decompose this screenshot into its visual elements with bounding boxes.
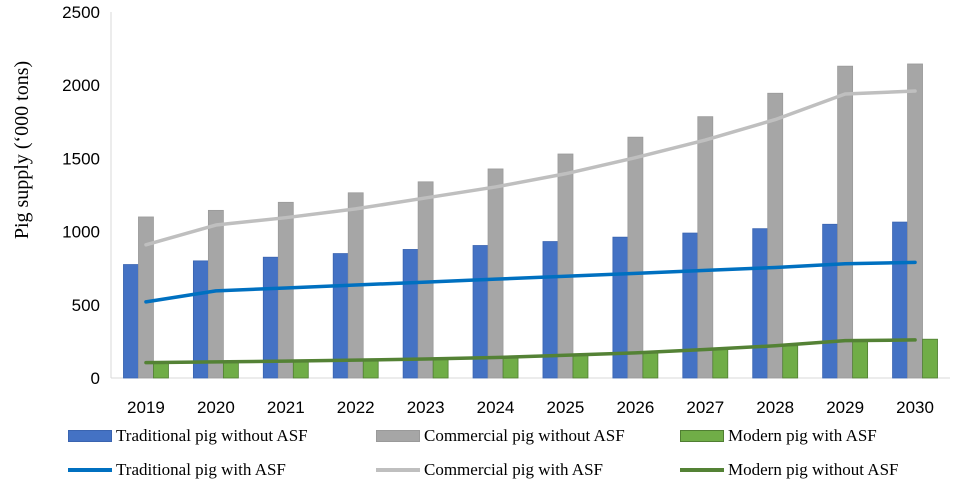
bar-commercial-pig-without-asf-2023 (417, 181, 434, 379)
x-tick-label: 2026 (616, 398, 654, 417)
x-tick-label: 2029 (826, 398, 864, 417)
line-commercial-pig-with-asf (144, 89, 917, 247)
bar-traditional-pig-without-asf-2027 (682, 232, 699, 379)
y-tick-label: 1500 (62, 149, 100, 168)
y-tick-label: 500 (72, 296, 100, 315)
legend-label: Traditional pig with ASF (116, 460, 286, 479)
bar-modern-pig-with-asf-2026 (642, 352, 659, 379)
y-tick-label: 1000 (62, 223, 100, 242)
x-tick-label: 2028 (756, 398, 794, 417)
bar-commercial-pig-without-asf-2029 (837, 65, 854, 379)
bar-commercial-pig-without-asf-2028 (767, 92, 784, 379)
bar-traditional-pig-without-asf-2026 (612, 236, 629, 379)
legend-swatch-gray-line (376, 468, 420, 472)
legend-label: Traditional pig without ASF (116, 426, 308, 445)
bar-modern-pig-with-asf-2021 (292, 360, 309, 379)
y-axis-label: Pig supply (‘000 tons) (11, 61, 33, 239)
bar-modern-pig-with-asf-2022 (362, 359, 379, 379)
x-tick-label: 2025 (547, 398, 585, 417)
x-tick-label: 2030 (896, 398, 934, 417)
x-tick-label: 2023 (407, 398, 445, 417)
legend-item-modern-without-asf: Modern pig without ASF (680, 458, 899, 482)
legend-label: Modern pig without ASF (728, 460, 899, 479)
bar-commercial-pig-without-asf-2019 (138, 216, 154, 379)
bar-commercial-pig-without-asf-2025 (557, 153, 574, 379)
bar-commercial-pig-without-asf-2027 (697, 116, 714, 379)
bar-modern-pig-with-asf-2019 (153, 362, 169, 379)
legend-item-modern-with-asf: Modern pig with ASF (680, 424, 877, 448)
bar-modern-pig-with-asf-2024 (502, 357, 519, 379)
legend-item-commercial-without-asf: Commercial pig without ASF (376, 424, 625, 448)
bar-modern-pig-with-asf-2025 (572, 354, 589, 379)
legend-swatch-green-bar (680, 430, 724, 442)
bar-traditional-pig-without-asf-2029 (822, 223, 839, 379)
bar-commercial-pig-without-asf-2030 (907, 63, 923, 379)
y-tick-label: 2000 (62, 76, 100, 95)
legend-swatch-gray-bar (376, 430, 420, 442)
legend-item-commercial-with-asf: Commercial pig with ASF (376, 458, 603, 482)
x-tick-label: 2027 (686, 398, 724, 417)
x-tick-label: 2019 (127, 398, 165, 417)
bar-modern-pig-with-asf-2023 (432, 358, 449, 379)
y-tick-label: 2500 (62, 3, 100, 22)
legend: Traditional pig without ASF Commercial p… (0, 424, 957, 494)
bar-modern-pig-with-asf-2029 (852, 341, 869, 379)
bar-modern-pig-with-asf-2027 (712, 349, 729, 379)
x-tick-label: 2022 (337, 398, 375, 417)
x-tick-label: 2020 (197, 398, 235, 417)
bar-modern-pig-with-asf-2020 (222, 361, 239, 379)
bar-traditional-pig-without-asf-2030 (892, 221, 908, 379)
legend-item-traditional-without-asf: Traditional pig without ASF (68, 424, 308, 448)
bar-modern-pig-with-asf-2028 (782, 345, 799, 379)
bar-commercial-pig-without-asf-2020 (207, 209, 224, 379)
x-tick-label: 2021 (267, 398, 305, 417)
bar-traditional-pig-without-asf-2028 (752, 228, 769, 379)
line-modern-pig-without-asf (144, 338, 917, 365)
legend-swatch-blue-line (68, 468, 112, 472)
x-tick-label: 2024 (477, 398, 515, 417)
bar-commercial-pig-without-asf-2024 (487, 168, 504, 379)
legend-item-traditional-with-asf: Traditional pig with ASF (68, 458, 286, 482)
line-traditional-pig-with-asf (144, 260, 917, 304)
legend-swatch-green-line (680, 468, 724, 472)
bar-commercial-pig-without-asf-2021 (277, 201, 294, 379)
bar-modern-pig-with-asf-2030 (922, 338, 938, 379)
legend-label: Modern pig with ASF (728, 426, 877, 445)
chart: Pig supply (‘000 tons) 0 500 1000 1500 2000 2… (11, 3, 950, 417)
legend-label: Commercial pig without ASF (424, 426, 625, 445)
y-tick-label: 0 (91, 369, 100, 388)
bar-commercial-pig-without-asf-2026 (627, 136, 644, 379)
legend-label: Commercial pig with ASF (424, 460, 603, 479)
bar-traditional-pig-without-asf-2019 (123, 264, 139, 379)
legend-swatch-blue-bar (68, 430, 112, 442)
